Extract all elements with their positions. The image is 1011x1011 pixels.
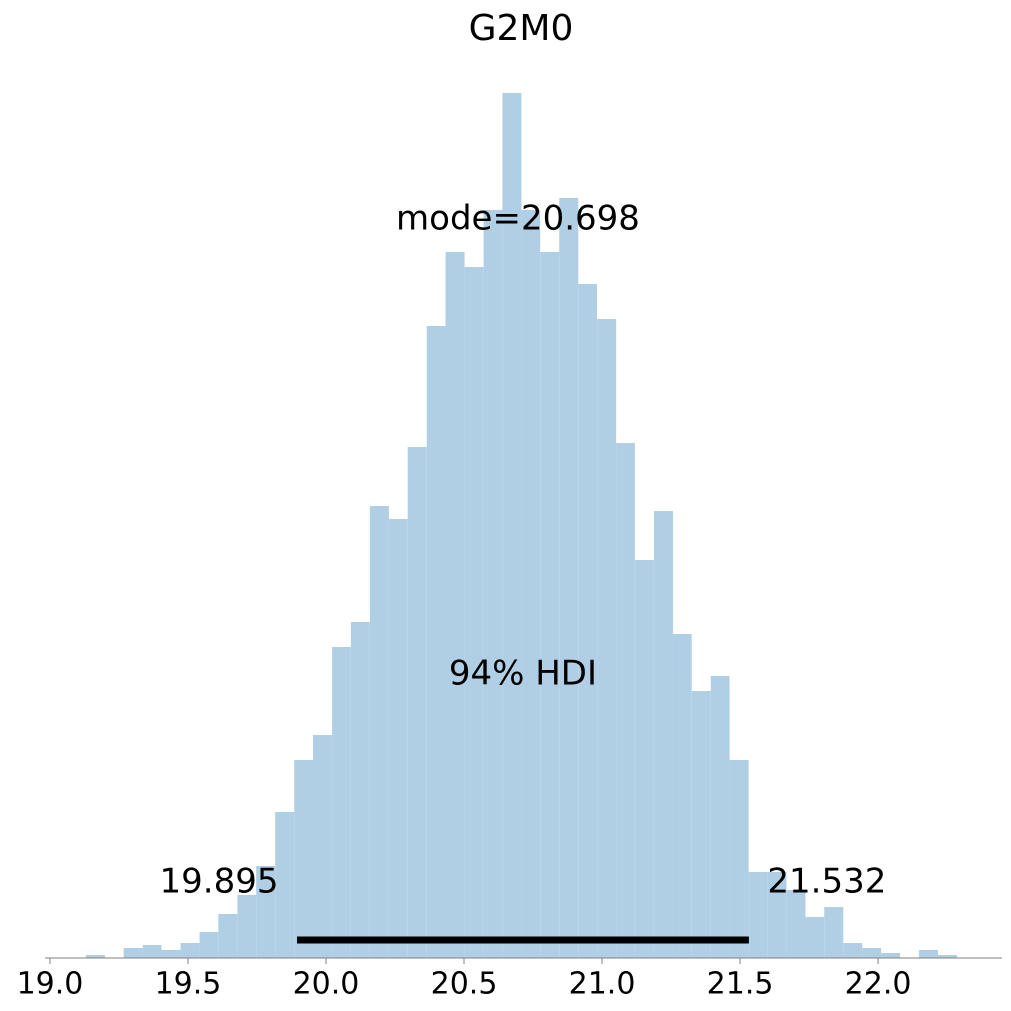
x-tick-label: 21.5 bbox=[707, 967, 774, 1002]
x-tick-label: 21.0 bbox=[569, 967, 636, 1002]
bar bbox=[388, 519, 408, 958]
bar bbox=[748, 872, 768, 958]
bar bbox=[199, 932, 219, 958]
bar bbox=[180, 943, 200, 958]
bar bbox=[937, 955, 958, 958]
bar bbox=[275, 812, 295, 958]
bar bbox=[85, 955, 105, 958]
bar bbox=[691, 691, 711, 958]
bar bbox=[350, 622, 370, 958]
bar bbox=[672, 634, 692, 958]
bar bbox=[653, 511, 673, 958]
x-tick-label: 19.5 bbox=[155, 967, 222, 1002]
bar bbox=[767, 872, 787, 958]
bar bbox=[142, 945, 162, 958]
bar bbox=[824, 907, 844, 958]
x-tick-label: 22.0 bbox=[845, 967, 912, 1002]
bar bbox=[786, 890, 806, 958]
bar bbox=[218, 914, 238, 958]
bar bbox=[161, 950, 181, 958]
bar bbox=[918, 950, 938, 958]
bar bbox=[426, 326, 446, 958]
bar bbox=[729, 760, 749, 958]
bar bbox=[502, 93, 522, 958]
bar bbox=[369, 506, 389, 958]
bar bbox=[578, 284, 598, 958]
bar bbox=[616, 443, 635, 958]
hdi-upper-label: 21.532 bbox=[767, 862, 886, 902]
bar bbox=[464, 267, 484, 958]
bar bbox=[313, 735, 333, 958]
bar bbox=[407, 447, 427, 958]
bar bbox=[294, 760, 314, 958]
x-tick-label: 20.0 bbox=[293, 967, 360, 1002]
bar bbox=[123, 948, 143, 958]
point-estimate-label: mode=20.698 bbox=[396, 199, 640, 239]
bar bbox=[332, 647, 351, 958]
bar bbox=[597, 319, 617, 958]
x-tick-label: 19.0 bbox=[17, 967, 84, 1002]
bar bbox=[805, 917, 825, 958]
bar bbox=[862, 948, 882, 958]
bar bbox=[634, 560, 654, 958]
bar bbox=[559, 198, 579, 958]
bar bbox=[881, 953, 901, 958]
bar bbox=[710, 676, 730, 958]
hdi-lower-label: 19.895 bbox=[160, 862, 279, 902]
bar bbox=[843, 943, 863, 958]
x-tick-label: 20.5 bbox=[431, 967, 498, 1002]
bar bbox=[237, 895, 257, 958]
bar bbox=[483, 210, 503, 958]
bar bbox=[540, 252, 560, 958]
bar bbox=[445, 252, 465, 958]
chart-title: G2M0 bbox=[469, 8, 574, 49]
bar bbox=[521, 210, 541, 958]
hdi-label: 94% HDI bbox=[449, 654, 597, 694]
bar bbox=[256, 866, 276, 958]
